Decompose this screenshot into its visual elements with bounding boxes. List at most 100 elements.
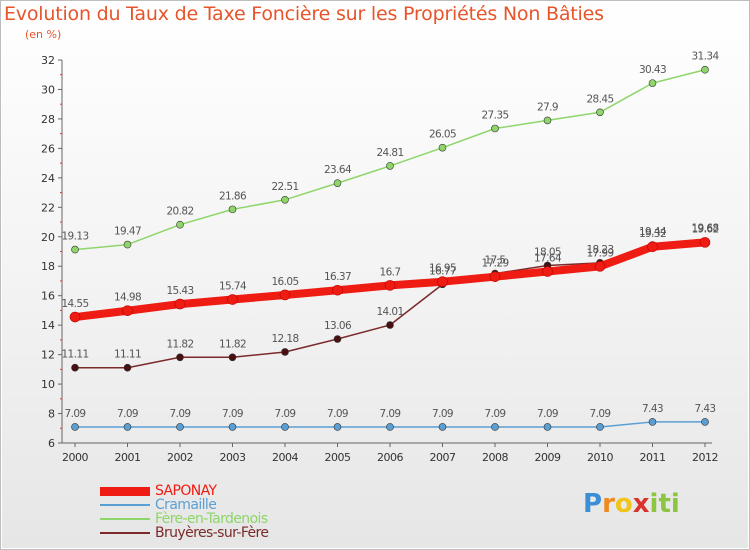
series-point-0	[699, 237, 711, 248]
logo-letter: i	[649, 489, 659, 519]
data-label: 18.23	[586, 244, 613, 256]
series-point-2	[701, 65, 709, 74]
data-label: 15.74	[219, 281, 247, 293]
logo-letter: o	[614, 489, 633, 519]
series-point-1	[333, 423, 342, 431]
data-label: 23.64	[324, 164, 352, 176]
y-axis-unit-label: (en %)	[25, 28, 62, 41]
series-point-0	[489, 271, 501, 282]
series-point-2	[123, 240, 132, 249]
data-label: 7.43	[642, 403, 663, 415]
legend-swatch	[100, 532, 150, 534]
x-tick-label: 2008	[482, 451, 508, 464]
y-tick-label: 10	[41, 378, 55, 391]
y-tick-label: 28	[41, 113, 55, 126]
y-tick-label: 30	[41, 83, 55, 96]
series-point-0	[122, 305, 133, 317]
data-label: 17.5	[485, 255, 506, 267]
logo-letter: t	[658, 489, 671, 519]
data-label: 7.09	[117, 408, 138, 420]
series-point-3	[123, 363, 132, 372]
y-tick-label: 18	[41, 260, 55, 273]
series-point-0	[647, 241, 658, 253]
series-point-1	[701, 418, 709, 426]
data-label: 19.68	[691, 222, 718, 234]
y-tick-label: 12	[41, 349, 55, 362]
y-tick-label: 14	[41, 319, 55, 332]
logo-letter: r	[602, 489, 615, 519]
data-label: 27.9	[537, 101, 558, 113]
series-point-1	[176, 423, 184, 431]
data-label: 22.51	[271, 181, 298, 193]
legend-swatch	[100, 486, 150, 496]
logo-letter: i	[670, 489, 680, 519]
data-label: 14.01	[376, 306, 403, 318]
series-point-2	[333, 179, 342, 187]
data-label: 20.82	[166, 206, 193, 218]
data-label: 7.09	[275, 408, 296, 420]
data-label: 14.98	[114, 292, 141, 304]
x-tick-label: 2011	[640, 451, 666, 464]
series-point-3	[386, 321, 394, 329]
data-label: 30.43	[639, 64, 666, 76]
data-label: 13.06	[324, 320, 352, 332]
x-tick-label: 2010	[587, 451, 613, 464]
y-tick-label: 26	[41, 142, 55, 155]
data-label: 28.45	[586, 93, 613, 105]
series-point-2	[438, 143, 447, 152]
x-tick-label: 2009	[535, 451, 561, 464]
series-point-0	[279, 289, 291, 301]
data-label: 7.09	[485, 408, 506, 420]
legend-label: Cramaille	[155, 497, 217, 513]
legend-label: SAPONAY	[155, 483, 217, 499]
x-tick-label: 2003	[220, 451, 246, 464]
data-label: 26.05	[429, 129, 456, 141]
proxiti-logo: Proxiti	[583, 489, 680, 519]
series-point-1	[228, 423, 237, 431]
logo-letter: x	[632, 489, 650, 519]
series-point-1	[543, 423, 552, 431]
series-point-1	[123, 423, 132, 431]
data-label: 7.09	[380, 408, 401, 420]
series-point-1	[71, 423, 79, 431]
data-label: 21.86	[219, 190, 247, 202]
series-point-0	[69, 311, 81, 323]
series-point-3	[176, 353, 184, 362]
x-tick-label: 2002	[167, 451, 193, 464]
data-label: 7.09	[590, 408, 611, 420]
legend-label: Fère-en-Tardenois	[155, 511, 268, 527]
data-label: 11.11	[114, 349, 141, 361]
data-label: 11.11	[61, 349, 88, 361]
y-tick-label: 22	[41, 201, 55, 214]
data-label: 7.09	[327, 408, 348, 420]
y-tick-label: 16	[41, 290, 55, 303]
data-label: 12.18	[271, 333, 298, 345]
data-label: 18.05	[534, 246, 561, 258]
x-tick-label: 2004	[272, 451, 298, 464]
data-label: 19.44	[639, 226, 667, 238]
data-label: 19.62	[691, 223, 718, 235]
y-tick-label: 24	[41, 172, 55, 185]
series-point-3	[228, 353, 237, 362]
data-label: 16.95	[429, 263, 456, 275]
data-label: 17.99	[586, 247, 613, 259]
data-label: 24.81	[376, 147, 403, 159]
data-label: 19.47	[114, 226, 141, 238]
y-tick-label: 20	[41, 231, 55, 244]
data-label: 7.09	[170, 408, 191, 420]
series-point-2	[543, 116, 552, 125]
legend-item: Fère-en-Tardenois	[100, 512, 268, 526]
series-point-0	[174, 298, 186, 310]
data-label: 19.13	[61, 231, 88, 243]
data-label: 7.09	[222, 408, 243, 420]
data-label: 17.29	[481, 258, 508, 270]
data-label: 27.35	[481, 109, 508, 121]
series-point-1	[386, 423, 394, 431]
series-point-2	[176, 220, 184, 229]
logo-letter: P	[583, 489, 603, 519]
series-point-0	[332, 284, 343, 296]
data-label: 7.09	[537, 408, 558, 420]
series-point-1	[281, 423, 289, 431]
series-point-0	[437, 276, 448, 287]
